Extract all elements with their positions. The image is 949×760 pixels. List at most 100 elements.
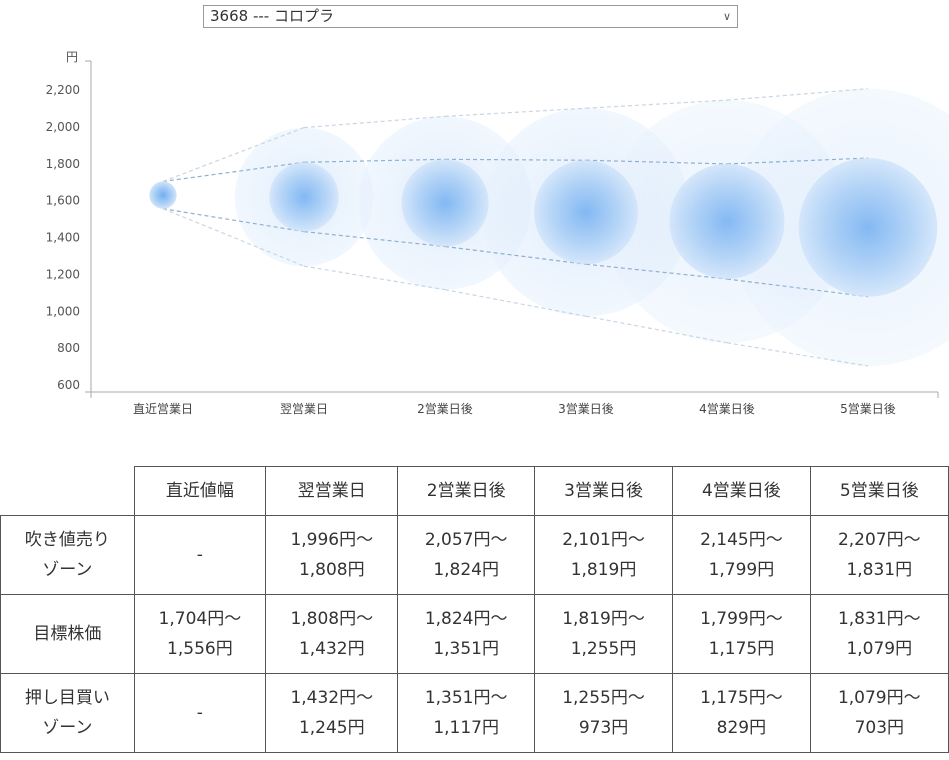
header-cell: 5営業日後 [809, 466, 949, 516]
zone-high-line [444, 107, 587, 117]
y-tick-label: 800 [57, 341, 80, 355]
zone-high-line [585, 99, 728, 109]
header-cell: 2営業日後 [397, 466, 535, 516]
chevron-down-icon: ∨ [722, 10, 731, 23]
zone-low-line [726, 342, 869, 367]
y-tick-label: 1,000 [46, 304, 80, 318]
table-cell-line: 703円 [854, 718, 905, 738]
x-tick-label: 4営業日後 [699, 402, 755, 416]
target-low-line [444, 245, 587, 265]
row-label-line: ゾーン [42, 560, 93, 580]
row-label-line: 吹き値売り [24, 530, 110, 550]
table-cell: 1,831円～ 1,079円 [809, 594, 949, 674]
table-cell-line: 2,101円～ [562, 530, 645, 550]
target-bubble [149, 181, 177, 209]
table-cell: 1,824円～ 1,351円 [397, 594, 535, 674]
table-cell: 1,351円～ 1,117円 [397, 673, 535, 753]
target-bubble [269, 162, 339, 232]
stock-select-value: 3668 --- コロプラ [210, 7, 334, 25]
table-cell-line: 2,057円～ [424, 530, 508, 550]
forecast-table: 直近値幅 翌営業日 2営業日後 3営業日後 4営業日後 5営業日後 吹き値売りゾ… [0, 466, 949, 753]
y-tick-label: 600 [57, 378, 80, 392]
header-cell: 4営業日後 [672, 466, 811, 516]
y-axis-unit-label: 円 [66, 50, 78, 64]
table-cell: - [133, 673, 267, 753]
target-high-line [162, 161, 305, 183]
header-cell: 直近値幅 [133, 466, 267, 516]
table-cell-line: 1,175円～ [700, 688, 783, 708]
table-cell-line: 1,556円 [167, 639, 233, 659]
table-cell: 1,799円～ 1,175円 [672, 594, 811, 674]
table-cell: 2,145円～ 1,799円 [672, 515, 811, 595]
table-cell-line: 1,117円 [433, 718, 499, 738]
table-cell-line: 1,799円 [708, 560, 775, 580]
table-cell-line: 2,145円～ [700, 530, 783, 550]
table-cell-line: 1,175円 [708, 639, 775, 659]
y-tick-label: 1,800 [46, 157, 80, 171]
x-tick-label: 3営業日後 [558, 402, 614, 416]
target-high-line [585, 159, 728, 165]
table-cell-line: 1,704円～ [158, 609, 242, 629]
target-high-line [303, 158, 446, 163]
table-cell-line: 1,831円～ [837, 609, 921, 629]
table-cell-line: - [196, 545, 203, 565]
header-empty [0, 466, 135, 516]
target-high-line [726, 157, 869, 165]
row-label-line: 押し目買い [24, 688, 110, 708]
table-cell-line: 1,831円 [846, 560, 913, 580]
stock-select[interactable]: 3668 --- コロプラ ∨ [203, 5, 738, 28]
zone-low-line [303, 265, 446, 291]
y-tick-label: 2,000 [46, 120, 80, 134]
table-cell-line: 1,351円～ [424, 688, 508, 708]
header-cell: 3営業日後 [533, 466, 674, 516]
target-low-line [726, 278, 869, 298]
x-tick-label: 5営業日後 [840, 402, 896, 416]
table-cell: 1,432円～ 1,245円 [265, 673, 399, 753]
table-header-row: 直近値幅 翌営業日 2営業日後 3営業日後 4営業日後 5営業日後 [0, 466, 949, 516]
table-cell: 2,057円～ 1,824円 [397, 515, 535, 595]
x-tick-label: 翌営業日 [280, 402, 328, 416]
target-bubble [401, 159, 489, 247]
table-cell-line: 1,351円 [433, 639, 499, 659]
table-cell-line: 1,432円 [298, 639, 365, 659]
zone-low-line [585, 315, 728, 344]
table-cell-line: 829円 [716, 718, 767, 738]
row-label-line: 目標株価 [33, 624, 102, 644]
table-cell-line: - [196, 703, 203, 723]
table-cell: 1,996円～ 1,808円 [265, 515, 399, 595]
table-cell-line: 1,808円 [298, 560, 365, 580]
y-tick-label: 2,200 [46, 83, 80, 97]
row-label-line: ゾーン [42, 718, 93, 738]
table-cell: 2,101円～ 1,819円 [533, 515, 674, 595]
target-low-line [303, 231, 446, 248]
target-low-line [162, 208, 305, 233]
target-bubble [669, 163, 785, 279]
table-cell: 1,255円～ 973円 [533, 673, 674, 753]
table-cell-line: 1,819円～ [562, 609, 645, 629]
table-cell-line: 1,079円 [846, 639, 913, 659]
table-row: 押し目買いゾーン - 1,432円～ 1,245円 1,351円～ 1,117円 1,255… [0, 673, 949, 753]
table-cell: 1,819円～ 1,255円 [533, 594, 674, 674]
table-cell: 1,704円～ 1,556円 [133, 594, 267, 674]
table-cell-line: 1,996円～ [290, 530, 374, 550]
table-cell-line: 1,079円～ [837, 688, 921, 708]
header-cell: 翌営業日 [265, 466, 399, 516]
y-tick-label: 1,200 [46, 267, 80, 281]
table-cell-line: 1,255円～ [562, 688, 645, 708]
zone-low-line [162, 208, 305, 267]
zone-high-line [726, 88, 869, 101]
row-label: 目標株価 [0, 594, 135, 674]
table-cell: 2,207円～ 1,831円 [809, 515, 949, 595]
table-cell-line: 973円 [578, 718, 629, 738]
x-tick-label: 直近営業日 [133, 402, 193, 416]
table-cell-line: 1,824円 [433, 560, 499, 580]
zone-low-line [444, 289, 587, 317]
row-label: 押し目買い ゾーン [0, 673, 135, 753]
target-high-line [444, 158, 587, 161]
table-cell-line: 2,207円～ [837, 530, 921, 550]
table-row: 目標株価 1,704円～ 1,556円 1,808円～ 1,432円 1,824円～ 1,3… [0, 594, 949, 674]
table-cell: 1,175円～ 829円 [672, 673, 811, 753]
target-bubble [534, 160, 638, 265]
price-forecast-chart: 円 600 800 1,000 1,200 1,400 1,600 1,800 2,000 2,2… [46, 50, 949, 416]
table-cell-line: 1,255円 [570, 639, 637, 659]
